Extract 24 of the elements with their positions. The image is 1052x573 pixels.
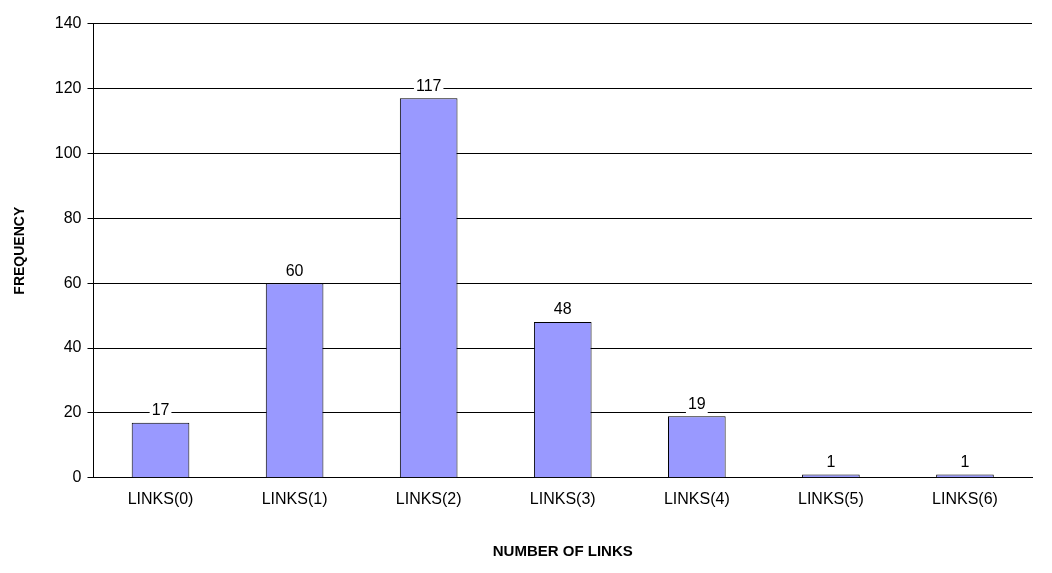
x-tick-label: LINKS(4) [663,489,730,507]
data-label: 48 [553,300,572,318]
y-tick-label: 0 [72,468,82,486]
data-label: 19 [687,394,706,412]
data-label: 17 [151,401,170,419]
y-tick-label: 140 [54,14,82,32]
y-tick-label: 120 [54,78,82,96]
x-tick-label: LINKS(1) [261,489,328,507]
x-tick-label: LINKS(3) [529,489,596,507]
y-tick-label: 80 [63,208,82,226]
y-tick-label: 60 [63,273,82,291]
x-axis-title: NUMBER OF LINKS [492,542,633,560]
x-tick-label: LINKS(5) [797,489,864,507]
x-tick-label: LINKS(6) [932,489,998,507]
data-label: 117 [415,76,442,94]
x-tick-label: LINKS(0) [127,489,194,507]
y-tick-label: 100 [54,143,82,161]
data-label: 1 [960,452,970,470]
y-tick-label: 40 [63,338,82,356]
data-label: 60 [285,261,304,279]
y-tick-label: 20 [63,403,82,421]
y-axis-title: FREQUENCY [11,206,28,295]
data-label: 1 [826,452,836,470]
x-tick-label: LINKS(2) [395,489,462,507]
